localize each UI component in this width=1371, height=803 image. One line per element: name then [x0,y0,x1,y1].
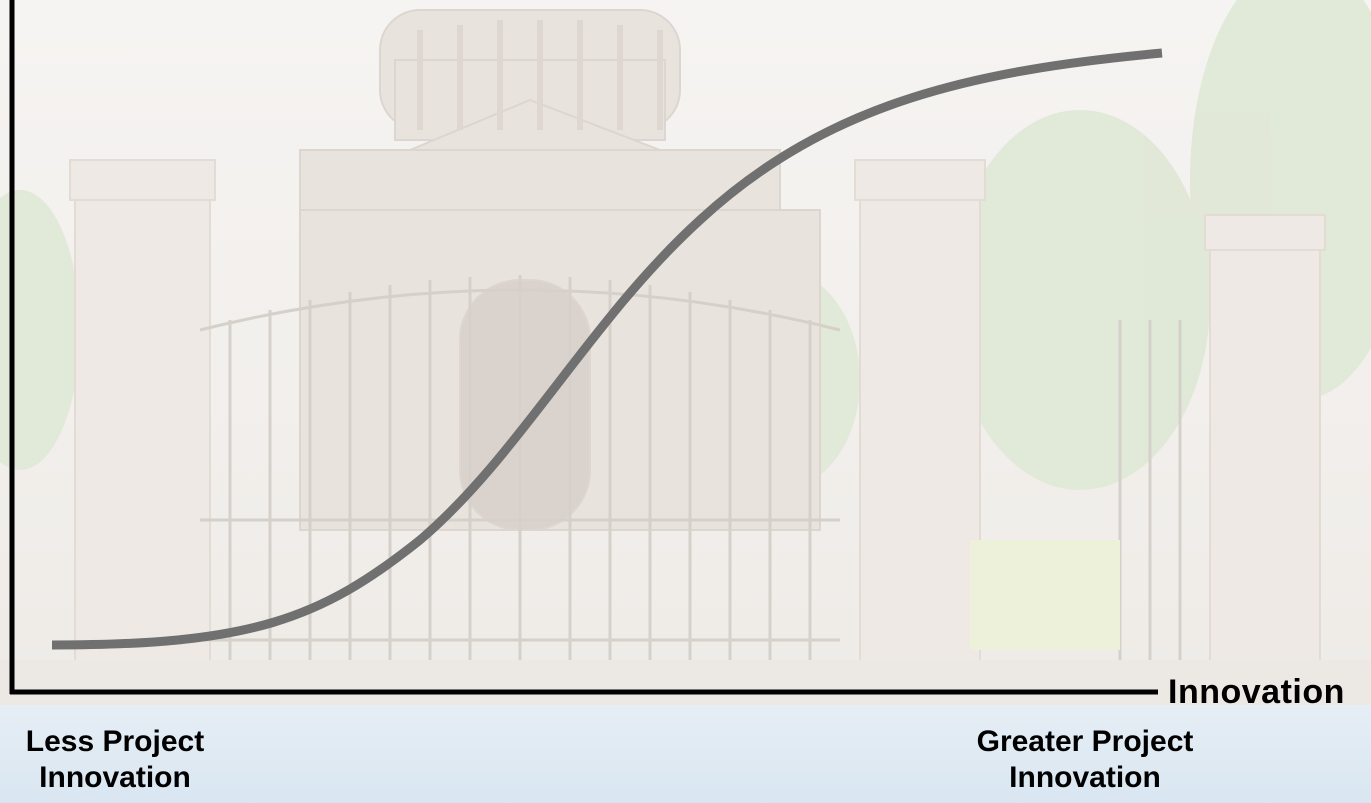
x-axis-label: Innovation [1168,673,1345,711]
left-caption: Less Project Innovation [0,724,230,796]
right-caption-line-2: Innovation [1009,761,1161,794]
s-curve [51,48,1163,650]
left-caption-line-1: Less Project [25,725,205,758]
building-columns [417,20,663,130]
left-caption-line-2: Innovation [39,761,191,794]
iron-gate [199,275,1182,660]
right-caption: Greater Project Innovation [960,724,1210,796]
right-caption-line-1: Greater Project [976,725,1194,758]
lawn [970,540,1120,650]
stone-pillars [69,159,1326,671]
water-reflection [0,705,1371,803]
ground [0,660,1371,705]
